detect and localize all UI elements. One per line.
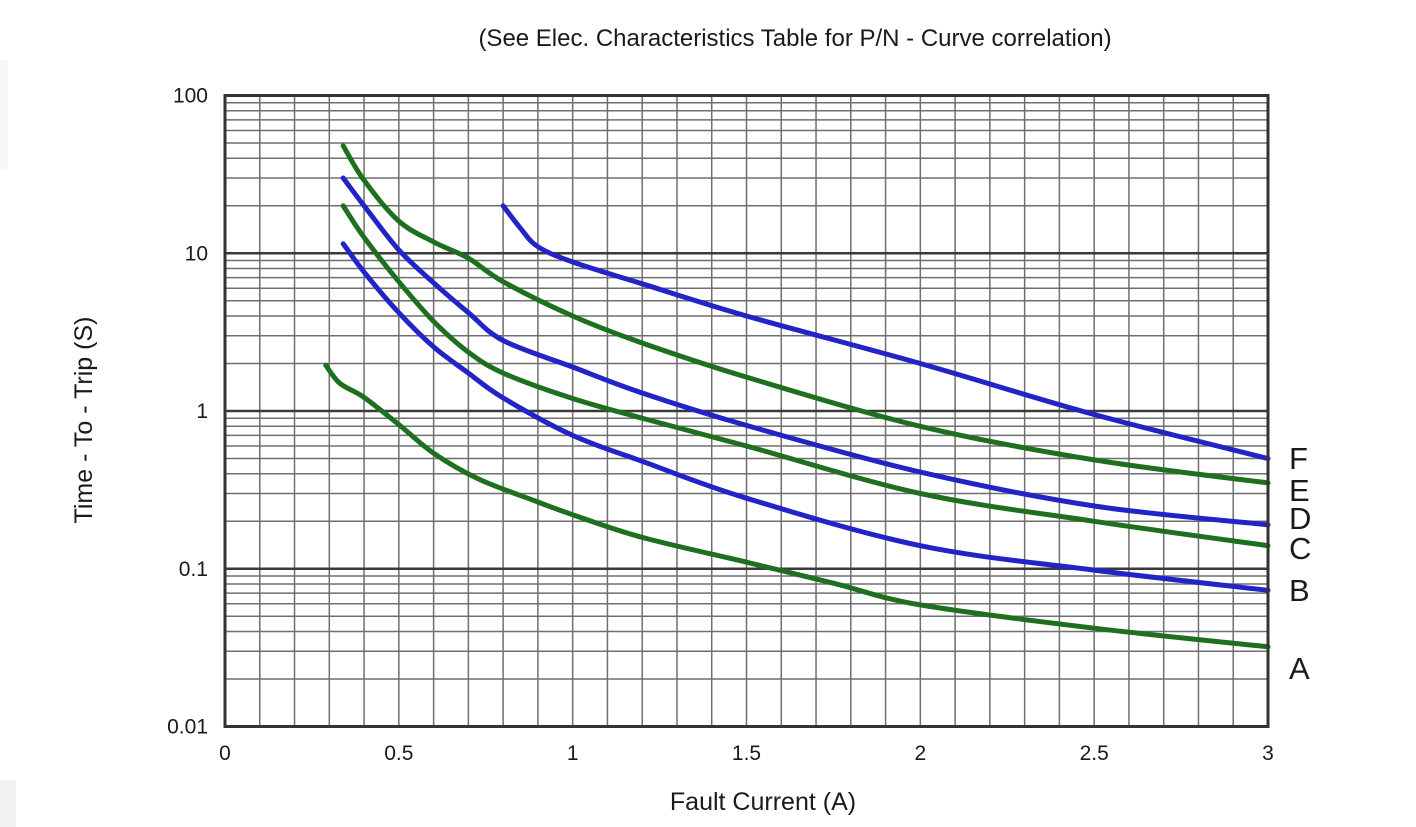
x-tick-label: 1.5 <box>732 742 761 765</box>
y-tick-label: 100 <box>173 85 208 108</box>
curve-label-E: E <box>1289 473 1310 508</box>
curve-C <box>340 203 1271 549</box>
curve-A <box>323 362 1271 650</box>
curve-E <box>340 143 1271 486</box>
x-tick-label: 2.5 <box>1080 742 1109 765</box>
curve-label-B: B <box>1289 573 1310 608</box>
y-tick-label: 1 <box>196 400 208 423</box>
x-axis-tick-labels: 0 0.5 1 1.5 2 2.5 3 <box>219 742 1274 765</box>
curve-F <box>500 203 1271 461</box>
chart-title: (See Elec. Characteristics Table for P/N… <box>478 25 1111 52</box>
x-tick-label: 1 <box>567 742 579 765</box>
curve-label-F: F <box>1289 441 1308 476</box>
x-axis-label: Fault Current (A) <box>670 788 856 816</box>
x-tick-label: 0.5 <box>384 742 413 765</box>
curve-lines <box>323 143 1271 650</box>
y-tick-label: 10 <box>185 242 208 265</box>
x-tick-label: 0 <box>219 742 231 765</box>
curve-B <box>340 241 1271 593</box>
curve-D <box>340 175 1271 528</box>
curve-label-C: C <box>1289 531 1311 566</box>
y-tick-label: 0.1 <box>179 558 208 581</box>
curve-label-D: D <box>1289 501 1311 536</box>
x-tick-label: 3 <box>1262 742 1274 765</box>
curve-label-A: A <box>1289 651 1310 686</box>
x-tick-label: 2 <box>914 742 926 765</box>
y-axis-tick-labels: 100 10 1 0.1 0.01 <box>167 85 208 739</box>
y-axis-label: Time - To - Trip (S) <box>70 317 98 524</box>
plot-border <box>223 94 1270 728</box>
y-tick-label: 0.01 <box>167 716 208 739</box>
scan-smudge <box>0 60 8 170</box>
scan-smudge <box>0 780 16 827</box>
